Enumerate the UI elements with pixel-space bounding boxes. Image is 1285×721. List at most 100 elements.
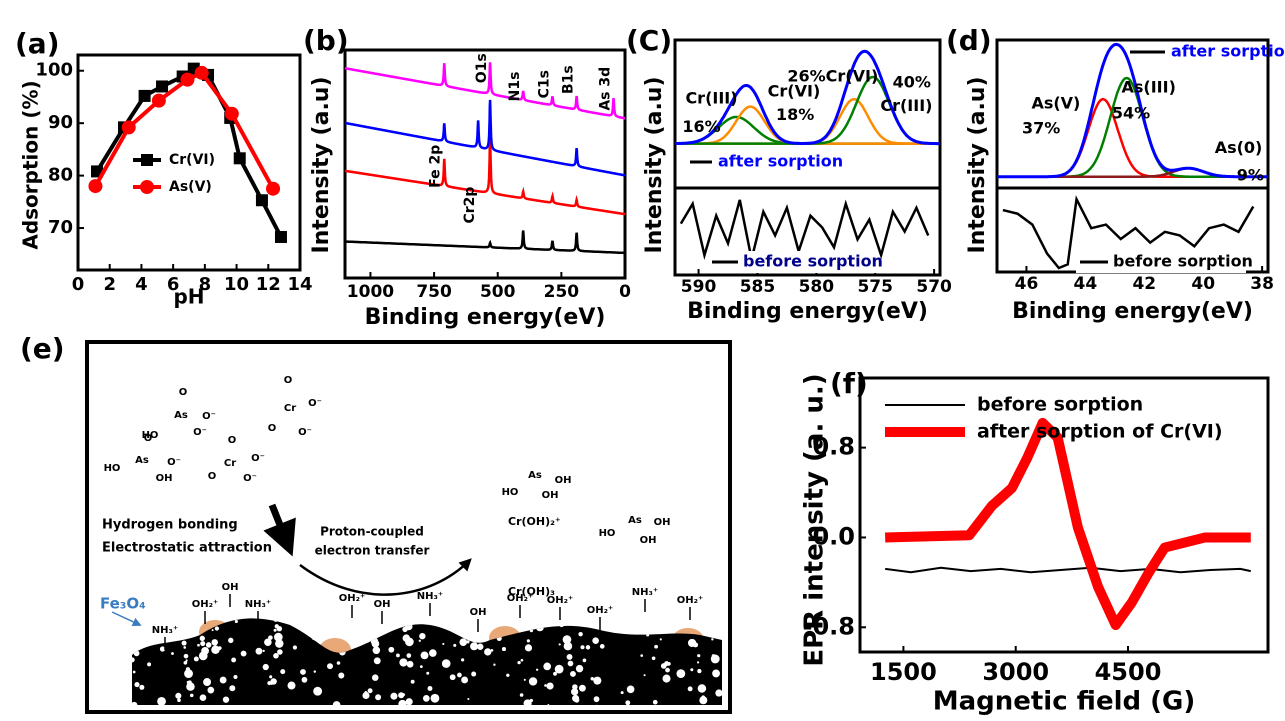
pore [179,619,183,623]
x-tick-label: 8 [199,274,212,295]
pore [211,639,218,646]
pore [145,632,150,637]
pore [470,642,479,651]
marker [88,179,103,194]
peak-label: C1s [536,70,552,98]
scheme-label: OH [470,607,487,618]
scheme-label: O [284,375,293,386]
peak-label: As 3d [598,67,614,111]
pore [269,675,273,679]
pore [595,704,598,705]
pore [464,631,471,638]
marker [138,89,151,102]
scheme-label: OH₂⁺ [547,595,574,606]
pore [646,633,650,637]
pore [226,618,235,620]
pore [275,639,284,648]
pore [544,684,547,687]
pore [229,685,236,692]
pore [576,618,582,624]
legend-bg [708,251,878,273]
legend-bg [1076,251,1246,273]
pore [297,612,302,617]
pore [157,697,166,705]
pore [132,701,138,705]
pore [523,699,532,705]
scheme-label: Electrostatic attraction [102,541,272,556]
pore [262,649,265,652]
marker [121,120,136,135]
pore [640,654,644,657]
x-tick-label: 750 [416,282,452,302]
scheme-label: Cr(OH)₃ [508,585,555,598]
panel-label: (C) [626,24,672,57]
pore [402,626,408,633]
pore [177,618,184,620]
scheme-label: HO [502,487,519,498]
pore [186,682,195,691]
scheme-label: OH [555,475,572,486]
fit-envelope [997,42,1268,179]
pore [268,635,273,640]
legend-label: before sorption [977,394,1143,416]
scheme-label: O⁻ [298,427,312,438]
pore [233,674,238,680]
pore [567,660,574,667]
pore [362,691,370,699]
pore [189,693,194,698]
x-axis-title: Binding energy(eV) [687,299,928,324]
x-tick-label: 0 [619,282,631,302]
pore [396,622,399,625]
pore [402,693,406,697]
spectrum [679,199,930,261]
x-tick-label: 6 [167,274,180,295]
pore [140,629,145,634]
scheme-label: OH₂⁺ [339,593,366,604]
pore [676,669,686,679]
peak-label: Cr(VI) [768,81,821,100]
pore [690,613,694,617]
x-tick-label: 570 [916,277,952,297]
pore [203,678,212,686]
peak-label: Fe 2p [428,145,444,188]
x-tick-label: 12 [256,274,281,295]
pore [710,654,720,664]
scheme-label: OH [374,599,391,610]
pore [477,643,484,650]
pore [490,649,494,652]
pore [199,635,205,641]
x-tick-label: 4500 [1095,658,1162,686]
pore [417,618,423,624]
pore [311,634,318,641]
pore [301,676,308,683]
pore [714,674,718,678]
scheme-label: OH₂⁺ [677,595,704,606]
pore [497,620,503,626]
plot-frame [858,376,1270,654]
x-axis-title: Magnetic field (G) [933,687,1196,717]
x-tick-label: 590 [681,277,717,297]
x-axis-title: Binding energy(eV) [365,305,606,330]
spectrum [1002,195,1255,270]
pore [449,674,456,681]
pore [571,688,579,696]
pore [442,642,445,646]
pore [563,641,573,651]
y-tick-label: 80 [48,165,73,186]
pore [313,670,316,673]
pore [276,626,283,632]
pore [177,698,181,703]
pore [711,638,714,641]
pore [426,671,430,675]
x-tick-label: 250 [544,282,580,302]
y-tick-label: 70 [48,217,73,238]
pore [590,677,594,681]
pore [287,681,296,690]
pore [183,646,187,649]
pore [576,621,581,626]
pore [300,669,306,675]
panel-label: (e) [20,332,65,365]
pore [697,654,701,658]
legend-label: after sorption of Cr(VI) [977,421,1223,443]
